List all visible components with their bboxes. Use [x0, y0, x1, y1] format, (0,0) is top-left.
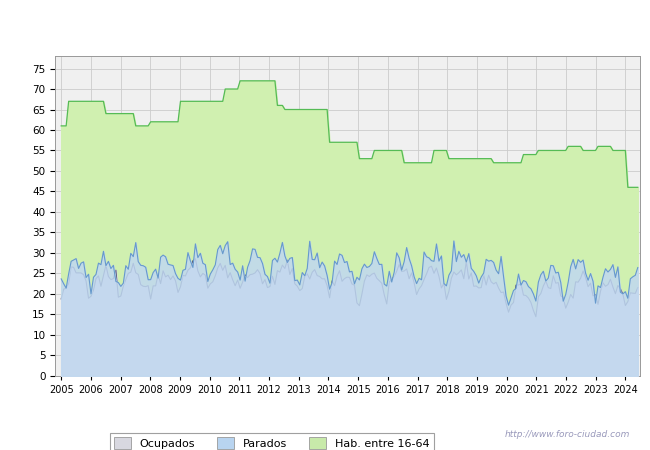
Text: Bonansa - Evolucion de la poblacion en edad de Trabajar Mayo de 2024: Bonansa - Evolucion de la poblacion en e… — [86, 17, 564, 30]
Legend: Ocupados, Parados, Hab. entre 16-64: Ocupados, Parados, Hab. entre 16-64 — [109, 433, 434, 450]
Text: http://www.foro-ciudad.com: http://www.foro-ciudad.com — [505, 430, 630, 439]
